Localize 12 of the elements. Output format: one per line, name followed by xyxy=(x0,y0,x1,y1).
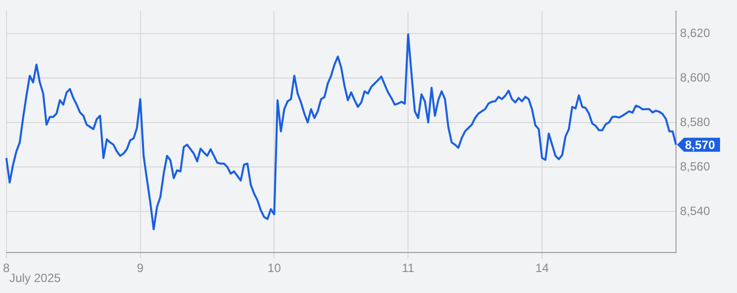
x-tick-label: 14 xyxy=(535,261,550,276)
y-tick-label: 8,580 xyxy=(680,114,710,129)
x-tick-label: 10 xyxy=(268,261,282,276)
x-tick-label: 8 xyxy=(2,261,10,276)
y-tick-label: 8,600 xyxy=(680,70,710,84)
x-tick-label: 11 xyxy=(402,261,415,276)
y-tick-label: 8,560 xyxy=(680,159,710,174)
x-tick-label: 9 xyxy=(136,261,144,276)
y-tick-label: 8,540 xyxy=(680,204,710,218)
text: 8,570 xyxy=(685,138,716,152)
y-tick-label: 8,620 xyxy=(680,26,710,40)
text: July 2025 xyxy=(9,270,62,285)
